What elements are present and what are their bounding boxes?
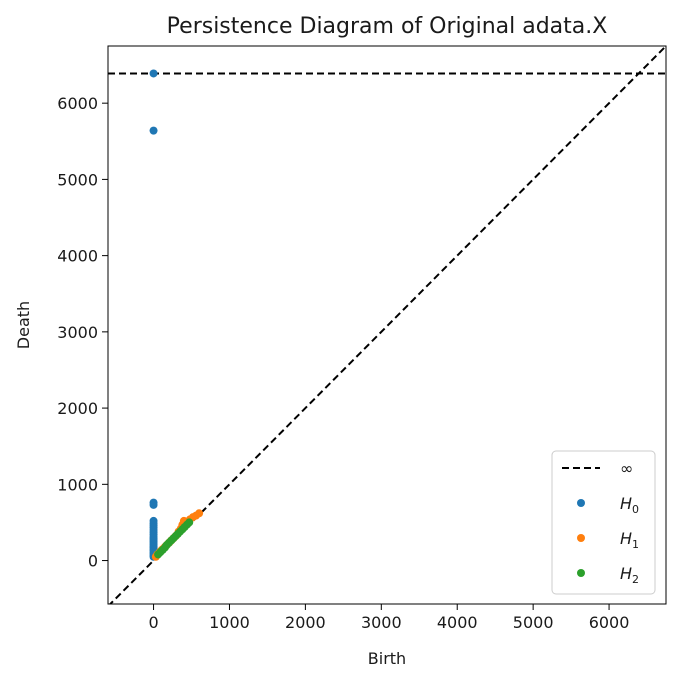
legend-label: H0	[620, 494, 639, 516]
x-axis: 0 1000 2000 3000 4000 5000 6000	[148, 604, 629, 632]
y-tick-label: 2000	[57, 399, 98, 418]
plot-frame	[107, 45, 667, 605]
x-tick-label: 3000	[361, 613, 402, 632]
legend-item: H0	[577, 494, 639, 516]
x-tick-label: 6000	[589, 613, 630, 632]
y-tick-label: 4000	[57, 247, 98, 266]
y-tick-label: 6000	[57, 94, 98, 113]
legend-marker-swatch	[577, 534, 585, 542]
legend-item: H2	[577, 564, 639, 586]
x-tick-label: 2000	[285, 613, 326, 632]
legend-box	[551, 450, 656, 595]
x-axis-label: Birth	[368, 649, 406, 668]
y-tick-label: 1000	[57, 475, 98, 494]
y-tick-label: 5000	[57, 170, 98, 189]
y-axis: 0 1000 2000 3000 4000 5000 6000	[57, 94, 108, 571]
x-tick-label: 4000	[437, 613, 478, 632]
data-point-h0	[149, 500, 158, 509]
legend-label-main: H	[620, 564, 632, 583]
series-h0	[149, 69, 158, 561]
y-tick-label: 0	[88, 552, 98, 571]
legend-item: H1	[577, 529, 639, 551]
chart-title: Persistence Diagram of Original adata.X	[167, 14, 608, 39]
y-tick-label: 3000	[57, 323, 98, 342]
x-tick-label: 1000	[209, 613, 250, 632]
legend-label-main: H	[620, 494, 632, 513]
legend-label-subscript: 0	[632, 503, 639, 516]
legend-label-main: H	[620, 529, 632, 548]
series-h2	[154, 518, 194, 559]
legend-marker-swatch	[577, 499, 585, 507]
legend-label-subscript: 1	[632, 538, 639, 551]
legend-label-subscript: 2	[632, 573, 639, 586]
x-tick-label: 5000	[513, 613, 554, 632]
legend-label: H2	[620, 564, 639, 586]
legend-label: H1	[620, 529, 639, 551]
legend-label: ∞	[620, 459, 633, 478]
plot-area	[108, 46, 666, 604]
data-point-h1	[195, 509, 204, 518]
y-axis-label: Death	[14, 301, 33, 349]
x-tick-label: 0	[148, 613, 158, 632]
data-point-h0	[149, 126, 158, 135]
legend-item: ∞	[562, 459, 633, 478]
data-point-h2	[185, 518, 194, 527]
data-point-h0	[149, 69, 158, 78]
legend-marker-swatch	[577, 569, 585, 577]
